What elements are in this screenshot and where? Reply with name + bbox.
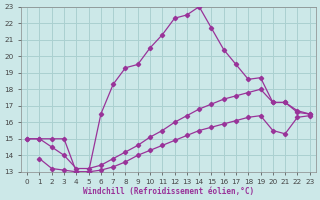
- X-axis label: Windchill (Refroidissement éolien,°C): Windchill (Refroidissement éolien,°C): [83, 187, 254, 196]
